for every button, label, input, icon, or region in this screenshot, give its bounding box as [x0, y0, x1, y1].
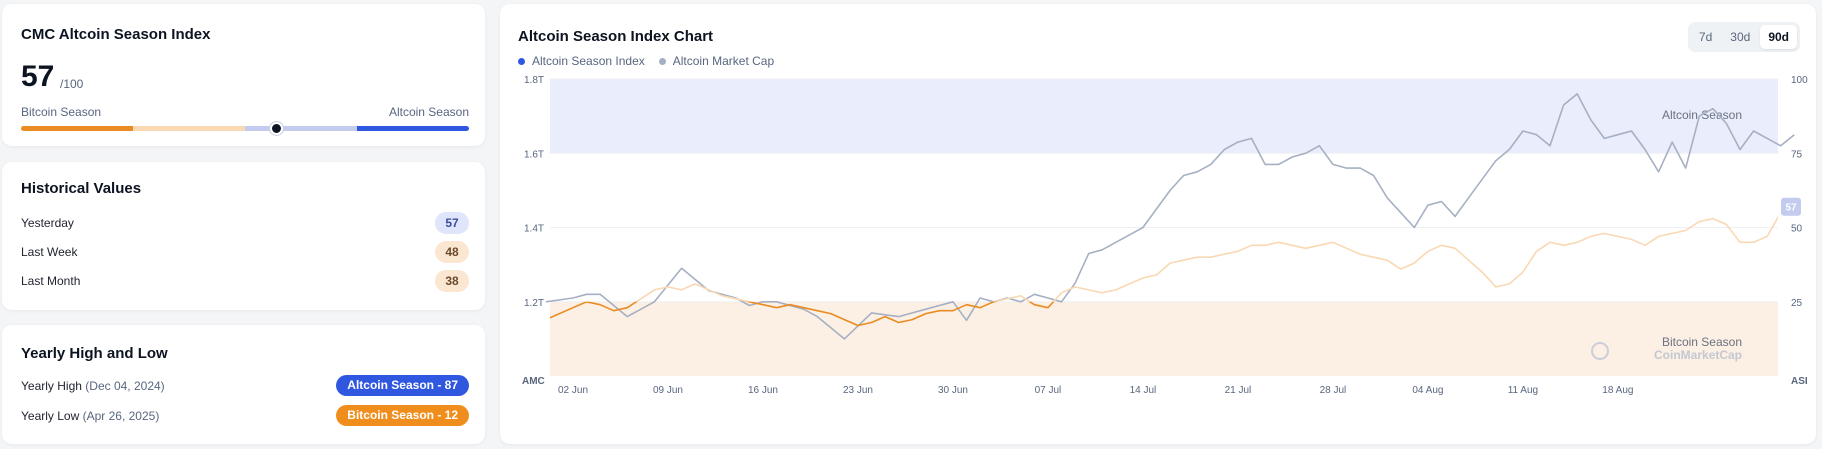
legend-item-market-cap[interactable]: Altcoin Market Cap [658, 54, 775, 68]
season-gauge [21, 126, 469, 131]
range-30d-button[interactable]: 30d [1730, 30, 1751, 44]
historical-label: Last Month [21, 274, 81, 288]
bitcoin-season-zone-label: Bitcoin Season [1662, 335, 1742, 349]
left-axis-tick: 1.8T [524, 75, 544, 86]
historical-title: Historical Values [21, 180, 142, 197]
legend-item-index[interactable]: Altcoin Season Index [518, 54, 645, 68]
index-max: /100 [60, 77, 84, 91]
yearly-high-row: Yearly High (Dec 04, 2024) Altcoin Seaso… [21, 375, 469, 397]
right-axis-tick: 100 [1791, 75, 1808, 86]
x-axis-tick: 28 Jul [1320, 385, 1347, 396]
historical-values-card: Historical Values Yesterday 57 Last Week… [2, 162, 485, 310]
yearly-low-date: (Apr 26, 2025) [82, 409, 160, 423]
watermark: CoinMarketCap [1654, 348, 1742, 362]
historical-value-badge: 38 [435, 270, 469, 292]
left-axis-tick: 1.6T [524, 149, 544, 160]
historical-row-yesterday: Yesterday 57 [21, 212, 469, 234]
yearly-low-row: Yearly Low (Apr 26, 2025) Bitcoin Season… [21, 405, 469, 427]
altcoin-season-label: Altcoin Season [388, 105, 469, 119]
historical-value-badge: 48 [435, 241, 469, 263]
last-value-text: 57 [1785, 203, 1797, 214]
gauge-segment-altcoin [357, 126, 469, 131]
gauge-indicator [269, 122, 283, 135]
chart-legend: Altcoin Season Index Altcoin Market Cap [518, 54, 774, 68]
yearly-high-low-card: Yearly High and Low Yearly High (Dec 04,… [2, 325, 485, 444]
left-axis-tick: 1.4T [524, 224, 544, 235]
gauge-segment-neutral [245, 126, 357, 131]
chart-title: Altcoin Season Index Chart [518, 28, 714, 45]
yearly-low-badge: Bitcoin Season - 12 [336, 405, 469, 426]
coinmarketcap-logo-icon [1591, 342, 1609, 360]
time-range-selector: 7d 30d 90d [1687, 22, 1800, 52]
gauge-segment-bitcoin [21, 126, 133, 131]
historical-label: Last Week [21, 245, 78, 259]
yearly-low-label: Yearly Low (Apr 26, 2025) [21, 409, 159, 423]
x-axis-tick: 23 Jun [843, 385, 873, 396]
yearly-title: Yearly High and Low [21, 345, 168, 362]
yearly-high-date: (Dec 04, 2024) [85, 379, 165, 393]
altcoin-season-index-card: CMC Altcoin Season Index 57 /100 Bitcoin… [2, 4, 485, 146]
yearly-high-text: Yearly High [21, 379, 82, 393]
x-axis-tick: 11 Aug [1508, 385, 1538, 396]
legend-label: Altcoin Season Index [532, 54, 645, 68]
legend-dot-gray [658, 57, 666, 65]
right-axis-tick: 25 [1791, 298, 1803, 309]
yearly-high-badge: Altcoin Season - 87 [336, 375, 469, 396]
right-axis-tick: 50 [1791, 224, 1803, 235]
left-axis-tick: 1.2T [524, 298, 544, 309]
index-line-lower [550, 301, 1055, 327]
x-axis-tick: 18 Aug [1602, 385, 1633, 396]
altcoin-season-zone [550, 79, 1778, 154]
historical-value-badge: 57 [435, 212, 469, 234]
x-axis-tick: 21 Jul [1225, 385, 1252, 396]
legend-label: Altcoin Market Cap [672, 54, 775, 68]
yearly-high-label: Yearly High (Dec 04, 2024) [21, 379, 165, 393]
historical-row-last-month: Last Month 38 [21, 270, 469, 292]
market-cap-line [545, 93, 1795, 340]
x-axis-tick: 07 Jul [1035, 385, 1062, 396]
last-value-badge [1781, 197, 1801, 216]
x-axis-tick: 16 Jun [748, 385, 778, 396]
altcoin-season-chart[interactable]: 25 1.2T 50 1.4T 75 1.6T 100 1.8T 02 Jun 09 Jun 16 … [500, 4, 1816, 444]
right-axis-tick: 75 [1791, 149, 1803, 160]
bitcoin-season-label: Bitcoin Season [21, 105, 102, 119]
x-axis-tick: 30 Jun [938, 385, 968, 396]
x-axis-tick: 14 Jul [1130, 385, 1157, 396]
bitcoin-season-zone [550, 301, 1778, 376]
historical-row-last-week: Last Week 48 [21, 241, 469, 263]
altcoin-season-chart-card: 25 1.2T 50 1.4T 75 1.6T 100 1.8T 02 Jun 09 Jun 16 … [500, 4, 1816, 444]
x-axis-tick: 04 Aug [1412, 385, 1443, 396]
x-axis-tick: 09 Jun [653, 385, 683, 396]
right-axis-label: ASI [1791, 376, 1808, 387]
legend-dot-blue [518, 57, 525, 65]
range-90d-button[interactable]: 90d [1760, 25, 1797, 49]
gauge-segment-bitcoin-light [133, 126, 245, 131]
range-7d-button[interactable]: 7d [1698, 30, 1713, 44]
index-card-title: CMC Altcoin Season Index [21, 26, 211, 43]
left-axis-label: AMC [522, 376, 545, 387]
x-axis-tick: 02 Jun [558, 385, 588, 396]
historical-label: Yesterday [21, 216, 74, 230]
yearly-low-text: Yearly Low [21, 409, 80, 423]
index-line-upper [584, 215, 1778, 302]
index-value: 57 [21, 60, 55, 93]
